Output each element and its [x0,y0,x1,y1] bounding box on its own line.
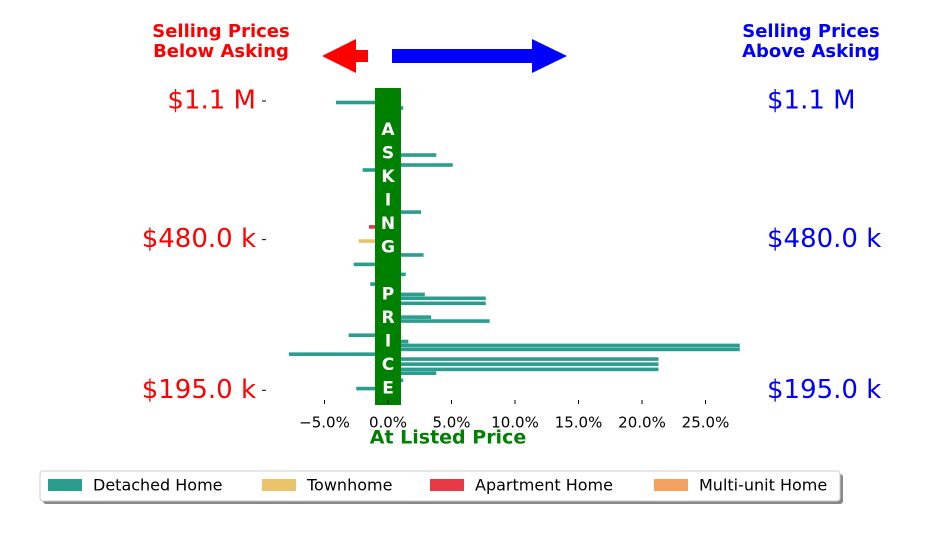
annotation-left: Selling Prices Below Asking [152,21,289,62]
y-tick-label-right: $195.0 k [767,375,881,405]
legend-swatch [430,479,464,491]
bar [335,100,388,105]
bar [388,210,422,214]
band-text: ASKING PRICE [378,120,398,402]
bar [388,153,437,157]
bar [353,262,388,267]
asking-band [375,88,401,405]
legend-swatch [262,479,296,491]
bar [358,239,388,243]
legend-label: Multi-unit Home [699,476,827,495]
legend: Detached Home Townhome Apartment Home Multi… [48,476,827,495]
bar [388,319,490,323]
legend-swatch [654,479,688,491]
bar [388,296,486,301]
x-tick-label: 5.0% [432,414,470,432]
bar [356,386,388,391]
x-tick-label: 0.0% [369,414,407,432]
x-tick-label: 10.0% [491,414,539,432]
bar [388,347,740,352]
bar [288,352,388,356]
bar [388,371,437,375]
bar [388,343,740,348]
x-tick-label: 25.0% [682,414,730,432]
y-tick-label-right: $480.0 k [767,224,881,254]
x-tick-label: 15.0% [555,414,603,432]
bar [388,315,432,319]
legend-swatch [48,479,82,491]
x-axis-label: At Listed Price [370,427,526,449]
bar [388,367,659,372]
bar [388,253,424,257]
bar [348,333,388,338]
bar [388,357,659,361]
annotation-right: Selling Prices Above Asking [742,21,880,62]
y-tick-label-left: $480.0 k [142,224,256,254]
bar [388,292,425,297]
bar [388,301,486,306]
bar [388,362,659,366]
x-tick-label: −5.0% [299,414,350,432]
y-tick-label-left: $1.1 M [167,85,256,115]
legend-label: Townhome [306,476,392,495]
bars [288,100,740,391]
arrow-left [322,39,368,73]
y-tick-label-right: $1.1 M [767,85,856,115]
legend-label: Apartment Home [475,476,613,495]
bar [388,163,453,167]
arrow-right [392,39,567,73]
legend-label: Detached Home [93,476,223,495]
y-tick-label-left: $195.0 k [142,375,256,405]
x-tick-label: 20.0% [618,414,666,432]
